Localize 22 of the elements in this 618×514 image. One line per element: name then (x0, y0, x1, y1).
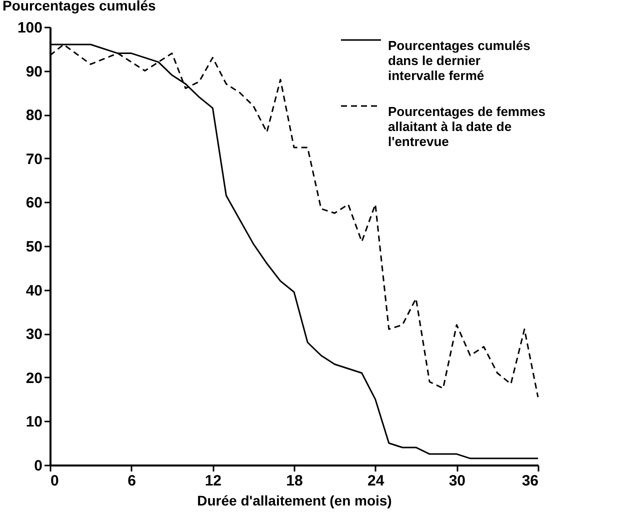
y-tick-label: 70 (26, 150, 42, 168)
x-tick-label: 0 (50, 472, 59, 490)
y-tick-label: 10 (26, 414, 42, 431)
x-tick-label: 24 (367, 472, 385, 490)
y-tick-label: 30 (26, 326, 42, 344)
y-tick-label: 60 (26, 194, 42, 212)
y-axis-title: Pourcentages cumulés (2, 0, 156, 14)
y-tick-label: 80 (26, 107, 42, 124)
x-axis-title: Durée d'allaitement (en mois) (197, 492, 392, 508)
y-tick-label: 100 (17, 20, 42, 36)
y-tick-label: 40 (26, 282, 42, 300)
legend-label: Pourcentages de femmes allaitant à la date de l'entrevue (388, 104, 546, 149)
y-tick-label: 0 (34, 458, 42, 474)
legend-label: Pourcentages cumulés dans le dernier intervalle fermé (388, 38, 530, 83)
x-tick-label: 6 (128, 472, 136, 490)
x-tick-label: 12 (204, 472, 222, 490)
x-tick-label: 18 (286, 472, 303, 490)
x-tick-label: 30 (448, 472, 466, 490)
x-tick-label: 36 (522, 472, 538, 490)
y-tick-label: 50 (26, 238, 42, 256)
y-tick-label: 20 (26, 370, 42, 387)
y-tick-label: 90 (26, 63, 42, 80)
